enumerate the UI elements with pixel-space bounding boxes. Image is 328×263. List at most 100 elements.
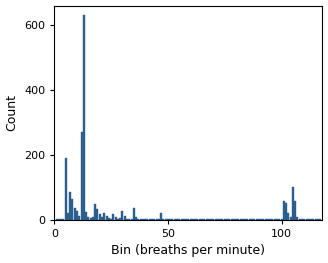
Bar <box>303 219 305 220</box>
Bar <box>233 219 235 220</box>
Bar <box>237 219 239 220</box>
Y-axis label: Count: Count <box>6 94 19 131</box>
Bar <box>158 219 160 220</box>
Bar <box>153 219 155 220</box>
Bar <box>90 218 92 220</box>
Bar <box>126 219 128 220</box>
Bar <box>99 214 101 220</box>
Bar <box>287 213 289 220</box>
Bar <box>256 219 257 220</box>
Bar <box>96 209 98 220</box>
Bar <box>208 219 210 220</box>
Bar <box>185 219 187 220</box>
Bar <box>206 219 208 220</box>
Bar <box>219 219 221 220</box>
Bar <box>176 219 178 220</box>
Bar <box>87 217 89 220</box>
Bar <box>253 219 255 220</box>
Bar <box>267 219 269 220</box>
Bar <box>187 219 189 220</box>
Bar <box>94 204 96 220</box>
Bar <box>149 219 151 220</box>
Bar <box>235 219 237 220</box>
Bar <box>217 219 219 220</box>
Bar <box>60 219 62 220</box>
Bar <box>192 219 194 220</box>
Bar <box>258 219 260 220</box>
Bar <box>278 219 280 220</box>
Bar <box>274 219 276 220</box>
Bar <box>85 212 87 220</box>
Bar <box>317 219 319 220</box>
Bar <box>83 15 85 220</box>
Bar <box>213 219 214 220</box>
Bar <box>203 219 205 220</box>
Bar <box>92 217 94 220</box>
Bar <box>108 218 110 220</box>
Bar <box>151 219 153 220</box>
Bar <box>160 213 162 220</box>
Bar <box>310 219 312 220</box>
Bar <box>262 219 264 220</box>
Bar <box>165 219 167 220</box>
Bar <box>242 219 244 220</box>
Bar <box>172 219 174 220</box>
Bar <box>169 219 171 220</box>
Bar <box>131 219 133 220</box>
Bar <box>117 219 119 220</box>
Bar <box>76 211 78 220</box>
Bar <box>144 219 146 220</box>
Bar <box>55 219 57 220</box>
Bar <box>69 192 71 220</box>
Bar <box>210 219 212 220</box>
Bar <box>140 219 142 220</box>
Bar <box>312 219 314 220</box>
Bar <box>128 219 130 220</box>
Bar <box>74 208 76 220</box>
Bar <box>135 217 137 220</box>
Bar <box>155 219 157 220</box>
Bar <box>147 219 148 220</box>
Bar <box>67 213 69 220</box>
Bar <box>283 201 285 220</box>
Bar <box>276 219 278 220</box>
Bar <box>294 201 296 220</box>
Bar <box>190 219 192 220</box>
Bar <box>228 219 230 220</box>
Bar <box>231 219 233 220</box>
Bar <box>103 213 105 220</box>
Bar <box>178 219 180 220</box>
Bar <box>319 219 321 220</box>
Bar <box>162 219 164 220</box>
Bar <box>62 219 64 220</box>
Bar <box>133 208 135 220</box>
Bar <box>115 217 116 220</box>
Bar <box>124 216 126 220</box>
Bar <box>194 219 196 220</box>
Bar <box>199 219 201 220</box>
Bar <box>78 216 80 220</box>
Bar <box>196 219 198 220</box>
Bar <box>167 219 169 220</box>
Bar <box>249 219 251 220</box>
Bar <box>215 219 216 220</box>
Bar <box>224 219 226 220</box>
Bar <box>81 132 83 220</box>
Bar <box>301 219 303 220</box>
Bar <box>101 217 103 220</box>
Bar <box>260 219 262 220</box>
Bar <box>306 219 308 220</box>
Bar <box>244 219 246 220</box>
Bar <box>121 211 123 220</box>
Bar <box>292 188 294 220</box>
Bar <box>251 219 253 220</box>
Bar <box>181 219 182 220</box>
Bar <box>113 214 114 220</box>
Bar <box>297 217 298 220</box>
Bar <box>110 219 112 220</box>
Bar <box>137 219 139 220</box>
Bar <box>285 203 287 220</box>
Bar <box>72 199 73 220</box>
Bar <box>280 219 282 220</box>
Bar <box>65 158 67 220</box>
